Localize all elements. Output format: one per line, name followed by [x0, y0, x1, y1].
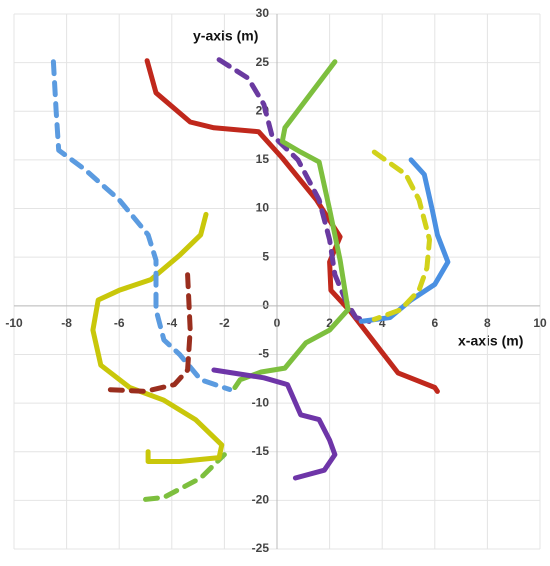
x-tick-label: -8: [61, 316, 72, 330]
y-tick-label: -20: [252, 493, 270, 507]
x-tick-label: -6: [114, 316, 125, 330]
x-tick-label: 2: [326, 316, 333, 330]
y-tick-label: 10: [256, 201, 270, 215]
y-tick-label: 5: [262, 249, 269, 263]
x-tick-label: -4: [166, 316, 177, 330]
y-tick-label: 25: [256, 55, 270, 69]
x-tick-label: 6: [431, 316, 438, 330]
trajectory: [90, 211, 225, 464]
x-tick-label: -2: [219, 316, 230, 330]
trajectory: [216, 57, 372, 324]
y-tick-label: -15: [252, 444, 270, 458]
y-axis-title: y-axis (m): [193, 28, 258, 44]
y-tick-label: -10: [252, 395, 270, 409]
trajectory: [232, 59, 351, 390]
x-tick-label: 8: [484, 316, 491, 330]
trajectory: [144, 58, 440, 394]
trajectory: [211, 367, 338, 481]
x-tick-label: -10: [5, 316, 23, 330]
y-tick-label: 30: [256, 6, 270, 20]
trajectory: [371, 149, 432, 322]
y-tick-label: -25: [252, 541, 270, 555]
trajectory: [143, 452, 227, 502]
x-tick-label: 4: [379, 316, 386, 330]
x-tick-label: 10: [533, 316, 547, 330]
y-tick-label: -5: [258, 347, 269, 361]
y-tick-label: 15: [256, 152, 270, 166]
y-tick-label: 0: [262, 298, 269, 312]
x-axis-title: x-axis (m): [458, 333, 523, 349]
trajectory: [103, 272, 193, 394]
trajectory: [50, 59, 233, 392]
